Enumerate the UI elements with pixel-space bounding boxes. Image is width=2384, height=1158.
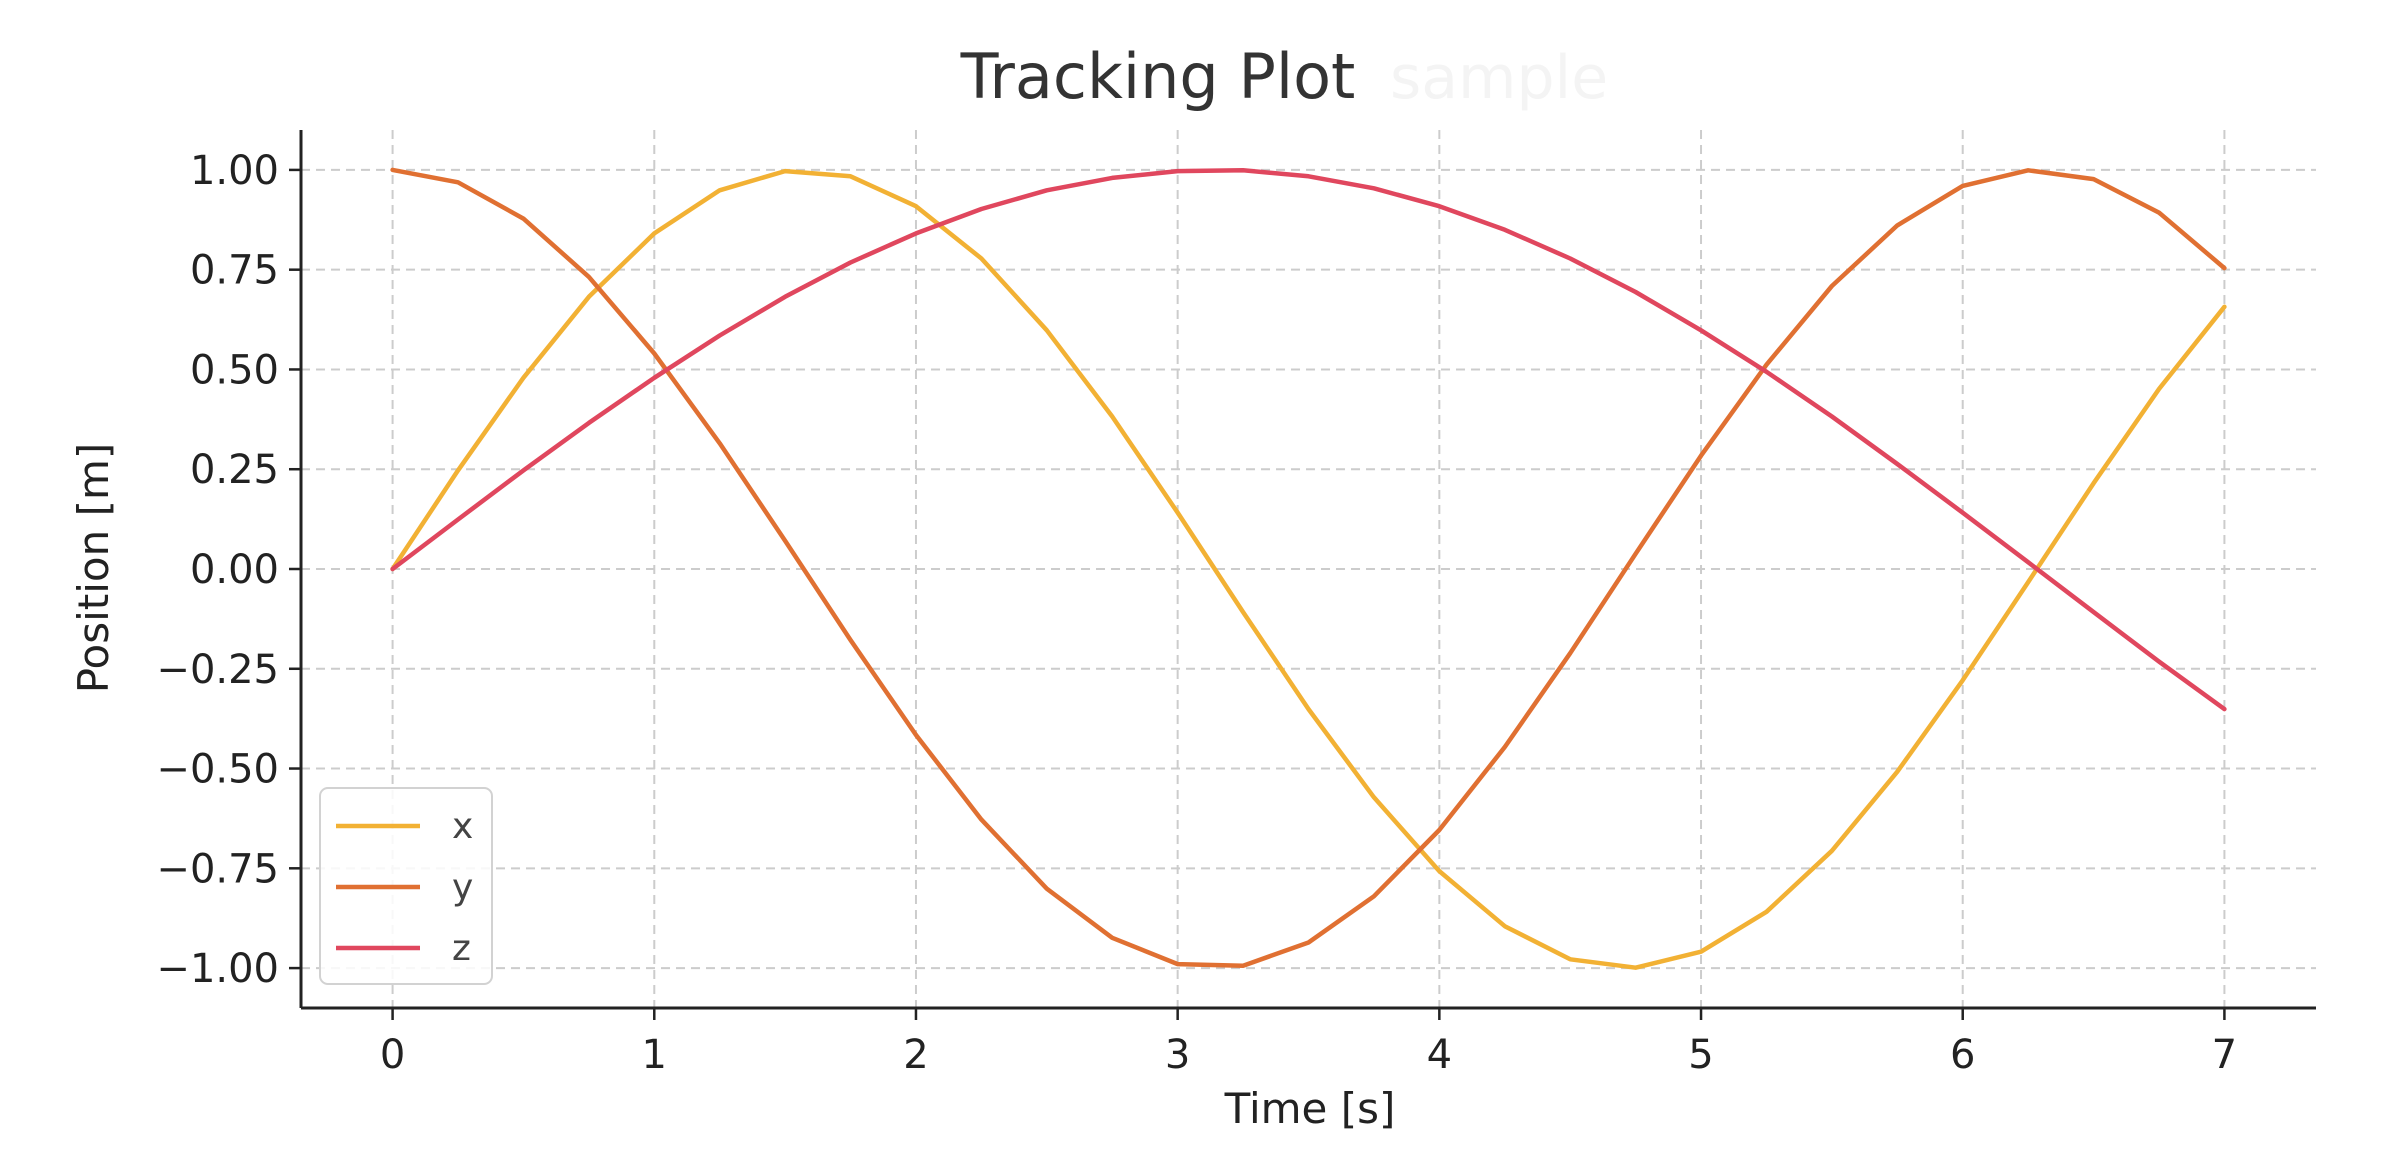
y-axis-title: Position [m] <box>69 443 118 694</box>
y-tick-label: −0.75 <box>156 846 279 892</box>
x-tick-label: 1 <box>642 1032 667 1078</box>
y-tick-label: 1.00 <box>190 148 279 194</box>
legend: xyz <box>319 787 493 985</box>
legend-label-x: x <box>452 806 473 847</box>
y-tick-label: 0.25 <box>190 447 279 493</box>
x-tick-label: 4 <box>1427 1032 1452 1078</box>
x-tick-label: 5 <box>1688 1032 1713 1078</box>
x-tick-label: 3 <box>1165 1032 1190 1078</box>
watermark-text: sample <box>1390 43 1608 113</box>
x-tick-label: 0 <box>380 1032 405 1078</box>
x-tick-label: 7 <box>2212 1032 2237 1078</box>
series-line-z <box>390 168 2227 712</box>
y-tick-label: −1.00 <box>156 946 279 992</box>
y-tick-label: 0.75 <box>190 248 279 294</box>
series-line-x <box>390 168 2227 970</box>
x-axis-ticks: 0 1 2 3 4 5 6 7 <box>380 1008 2237 1078</box>
y-tick-label: −0.50 <box>156 747 279 793</box>
series-line-y <box>390 167 2227 968</box>
y-axis-ticks: 1.00 0.75 0.50 0.25 0.00 −0.25 −0.50 −0.75 −1.00 <box>156 148 301 992</box>
y-tick-label: −0.25 <box>156 647 279 693</box>
series-lines <box>390 167 2227 970</box>
x-tick-label: 6 <box>1950 1032 1975 1078</box>
y-tick-label: 0.50 <box>190 347 279 393</box>
x-tick-label: 2 <box>903 1032 928 1078</box>
legend-label-y: y <box>452 867 473 908</box>
chart-title: Tracking Plot <box>960 40 1356 113</box>
legend-label-z: z <box>452 928 471 969</box>
x-axis-title: Time [s] <box>1224 1084 1396 1133</box>
y-tick-label: 0.00 <box>190 547 279 593</box>
